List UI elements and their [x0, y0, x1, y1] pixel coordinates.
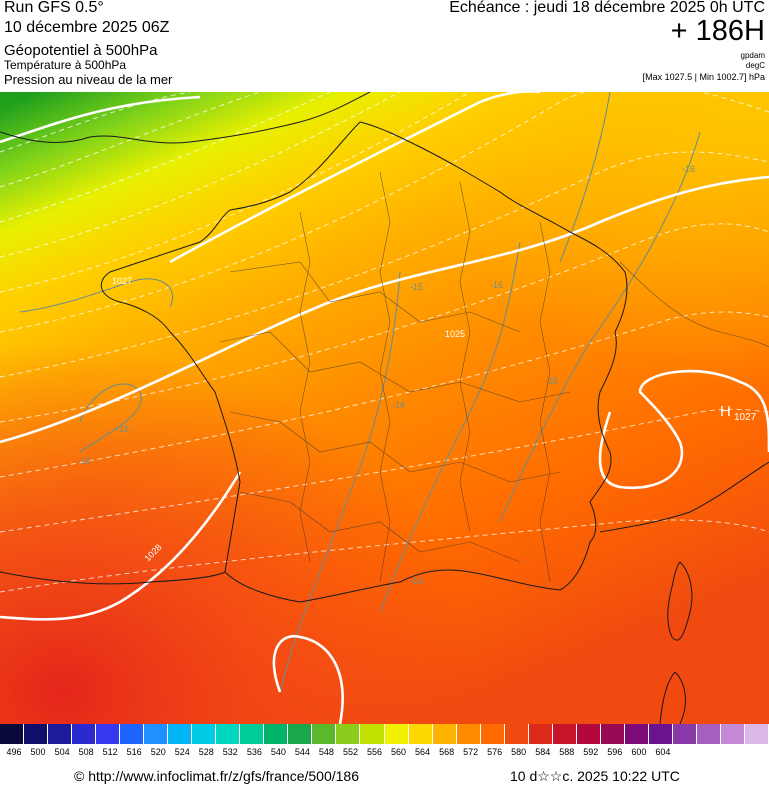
color-scale-tick: 508 — [78, 747, 94, 757]
color-scale-tick: 580 — [511, 747, 527, 757]
color-scale-cell — [600, 724, 625, 744]
isotherm-label: -16 — [410, 576, 423, 586]
color-scale-tick: 560 — [391, 747, 407, 757]
color-scale-cell — [672, 724, 697, 744]
color-scale-cell — [384, 724, 409, 744]
isotherm-label: -16 — [78, 456, 91, 466]
isotherm-label: -16 — [392, 400, 405, 410]
color-scale-tick: 536 — [246, 747, 262, 757]
color-scale-cell — [456, 724, 481, 744]
color-scale-tick: 584 — [535, 747, 551, 757]
isotherm-label: -15 — [410, 282, 423, 292]
color-scale-tick: 512 — [102, 747, 118, 757]
map-canvas: H 1027 1025 1027 1028 -16 -15 -16 -16 -1… — [0, 92, 769, 724]
color-scale-cell — [576, 724, 601, 744]
color-scale-tick: 596 — [607, 747, 623, 757]
color-scale-tick: 520 — [150, 747, 166, 757]
color-scale-cell — [216, 724, 241, 744]
color-scale-cell — [192, 724, 217, 744]
color-scale-cell — [504, 724, 529, 744]
isotherm-label: -16 — [116, 424, 129, 434]
color-scale-cell — [432, 724, 457, 744]
color-scale-tick: 592 — [583, 747, 599, 757]
region-borders — [219, 171, 769, 583]
color-scale-tick: 556 — [366, 747, 382, 757]
color-scale-cell — [480, 724, 505, 744]
color-scale-cell — [360, 724, 385, 744]
high-pressure-value: 1027 — [734, 412, 757, 423]
high-pressure-label: H — [720, 403, 731, 420]
color-scale-cell — [408, 724, 433, 744]
color-scale-cell — [648, 724, 673, 744]
color-scale-tick: 564 — [415, 747, 431, 757]
weather-map: H 1027 1025 1027 1028 -16 -15 -16 -16 -1… — [0, 92, 769, 724]
color-scale-tick: 576 — [487, 747, 503, 757]
color-scale-cell — [96, 724, 121, 744]
color-scale-tick: 496 — [6, 747, 22, 757]
run-date: 10 décembre 2025 06Z — [4, 19, 170, 36]
color-scale-tick: 528 — [198, 747, 214, 757]
color-scale-tick: 604 — [655, 747, 671, 757]
geopotential-contours — [0, 92, 769, 593]
color-scale-cell — [264, 724, 289, 744]
color-scale-tick: 504 — [54, 747, 70, 757]
color-scale-cell — [552, 724, 577, 744]
unit-degc: degC — [745, 61, 765, 70]
color-scale — [0, 724, 769, 744]
color-scale-tick: 532 — [222, 747, 238, 757]
pressure-label: Pression au niveau de la mer — [4, 72, 173, 87]
run-title: Run GFS 0.5° — [4, 0, 104, 16]
temperature-label: Température à 500hPa — [4, 58, 127, 72]
color-scale-tick: 568 — [439, 747, 455, 757]
color-scale-cell — [168, 724, 193, 744]
color-scale-cell — [72, 724, 97, 744]
forecast-hour: + 186H — [670, 15, 765, 47]
isotherm-label: -16 — [490, 280, 503, 290]
color-scale-tick: 540 — [270, 747, 286, 757]
max-min-pressure: [Max 1027.5 | Min 1002.7] hPa — [642, 72, 765, 82]
color-scale-tick: 544 — [294, 747, 310, 757]
color-scale-labels: 496 500 504 508 512 516 520 524 528 532 536 540 544 5… — [0, 747, 769, 759]
color-scale-cell — [696, 724, 721, 744]
generation-timestamp: 10 d☆☆c. 2025 10:22 UTC — [510, 768, 680, 784]
color-scale-tick: 572 — [463, 747, 479, 757]
color-scale-cell — [744, 724, 769, 744]
isotherm-label: -15 — [545, 376, 558, 386]
color-scale-cell — [48, 724, 73, 744]
color-scale-cell — [120, 724, 145, 744]
color-scale-cell — [0, 724, 25, 744]
color-scale-cell — [312, 724, 337, 744]
color-scale-cell — [144, 724, 169, 744]
isobar-label: 1025 — [445, 329, 465, 339]
color-scale-cell — [24, 724, 49, 744]
color-scale-tick: 500 — [30, 747, 46, 757]
color-scale-cell — [288, 724, 313, 744]
color-scale-cell — [528, 724, 553, 744]
isotherm-label: -16 — [682, 164, 695, 174]
color-scale-cell — [240, 724, 265, 744]
echeance-label: Echéance : jeudi 18 décembre 2025 0h UTC — [449, 0, 765, 16]
color-scale-tick: 588 — [559, 747, 575, 757]
footer: © http://www.infoclimat.fr/z/gfs/france/… — [0, 766, 769, 786]
map-header: Run GFS 0.5° 10 décembre 2025 06Z Géopot… — [0, 0, 769, 92]
color-scale-tick: 548 — [318, 747, 334, 757]
color-scale-tick: 600 — [631, 747, 647, 757]
color-scale-cell — [336, 724, 361, 744]
color-scale-tick: 524 — [174, 747, 190, 757]
unit-gpdam: gpdam — [740, 51, 765, 60]
color-scale-cell — [624, 724, 649, 744]
color-scale-tick: 516 — [126, 747, 142, 757]
isobar-label: 1027 — [112, 276, 132, 286]
isobars — [0, 92, 769, 724]
color-scale-cell — [720, 724, 745, 744]
coastlines — [0, 92, 769, 724]
color-scale-tick: 552 — [342, 747, 358, 757]
copyright-link[interactable]: © http://www.infoclimat.fr/z/gfs/france/… — [74, 768, 359, 784]
geopotential-label: Géopotentiel à 500hPa — [4, 42, 158, 59]
